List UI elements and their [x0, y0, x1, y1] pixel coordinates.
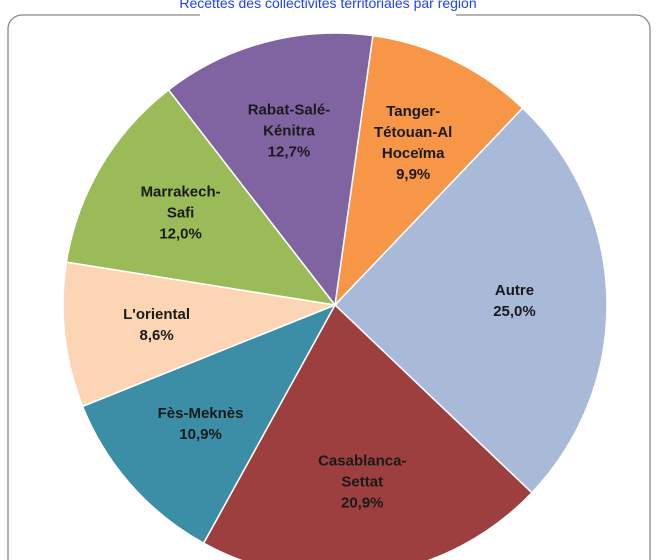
title-backdrop	[200, 0, 456, 20]
pie-slice	[167, 32, 374, 307]
slice-label: Casablanca-Settat 20,9%	[307, 451, 417, 514]
value-label: 12,0%	[159, 225, 202, 243]
category-label: Marrakech-Safi	[140, 183, 221, 222]
category-label: L'oriental	[123, 306, 191, 323]
pie-slice	[333, 107, 608, 494]
slice-label: Rabat-Salé-Kénitra 12,7%	[244, 100, 334, 163]
category-label: Rabat-Salé-Kénitra	[247, 101, 331, 140]
category-label: Autre	[494, 281, 535, 299]
slices	[62, 32, 608, 560]
value-label: 9,9%	[396, 166, 431, 184]
slice-label: Fès-Meknès 10,9%	[156, 403, 246, 445]
pie-slice	[202, 303, 533, 560]
slice-label: L'oriental 8,6%	[102, 304, 212, 346]
pie-slice	[65, 88, 337, 307]
chart-title: Recettes des collectivités territoriales…	[179, 0, 476, 11]
pie-slice	[62, 261, 338, 408]
category-label: Casablanca-Settat	[318, 452, 407, 491]
value-label: 20,9%	[340, 494, 384, 512]
slice-label: Autre 25,0%	[469, 280, 559, 322]
slice-label: Marrakech-Safi 12,0%	[131, 182, 231, 245]
pie-slice	[333, 34, 524, 308]
value-label: 25,0%	[493, 302, 536, 320]
pie-slice	[81, 303, 337, 545]
value-label: 12,7%	[267, 143, 311, 161]
category-label: Fès-Meknès	[157, 404, 244, 422]
category-label: Tanger-Tétouan-Al Hoceïma	[374, 103, 453, 163]
slice-label: Tanger-Tétouan-Al Hoceïma 9,9%	[358, 101, 468, 185]
value-label: 8,6%	[139, 327, 174, 344]
value-label: 10,9%	[179, 425, 222, 443]
